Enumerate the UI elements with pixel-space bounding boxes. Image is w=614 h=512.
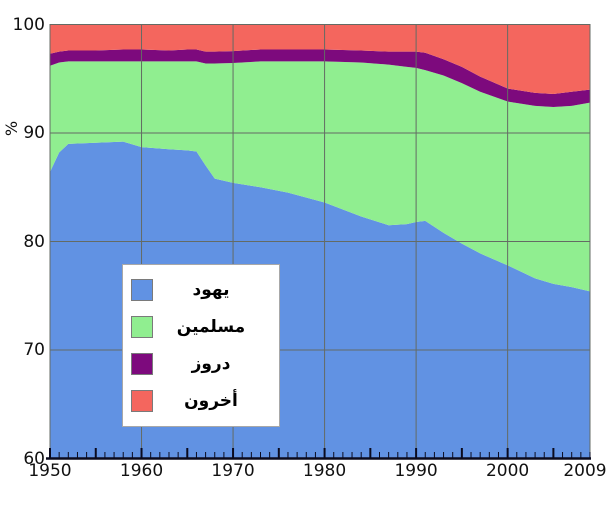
legend-item-others: أخرون [123,385,279,417]
legend-swatch-others [131,390,153,413]
x-tick-label-1970: 1970 [211,461,255,481]
legend-label-muslims: مسلمين [176,316,246,337]
legend-item-jews: يهود [123,274,279,306]
legend-item-druze: دروز [123,348,279,380]
x-tick-label-1950: 1950 [28,461,72,481]
legend-swatch-muslims [131,315,153,338]
y-tick-label-60: 60 [23,448,45,469]
legend: يهود مسلمين دروز أخرون [122,264,280,427]
y-tick-label-80: 80 [23,231,45,252]
x-tick-label-1960: 1960 [119,461,164,481]
y-tick-label-100: 100 [12,14,45,35]
area-muslims [50,61,590,292]
legend-label-druze: دروز [191,354,231,375]
y-tick-label-70: 70 [23,340,45,360]
area-others [50,24,590,94]
legend-label-jews: يهود [192,279,230,300]
legend-label-others: أخرون [184,391,238,412]
legend-swatch-druze [131,353,153,376]
x-tick-label-1980: 1980 [302,461,347,481]
x-tick-label-2000: 2000 [485,461,530,481]
legend-swatch-jews [131,278,153,301]
x-tick-label-1990: 1990 [394,461,438,481]
area-druze [50,49,590,107]
y-tick-label-90: 90 [23,123,45,143]
legend-item-muslims: مسلمين [123,311,279,343]
x-tick-label-2009: 2009 [563,461,607,481]
